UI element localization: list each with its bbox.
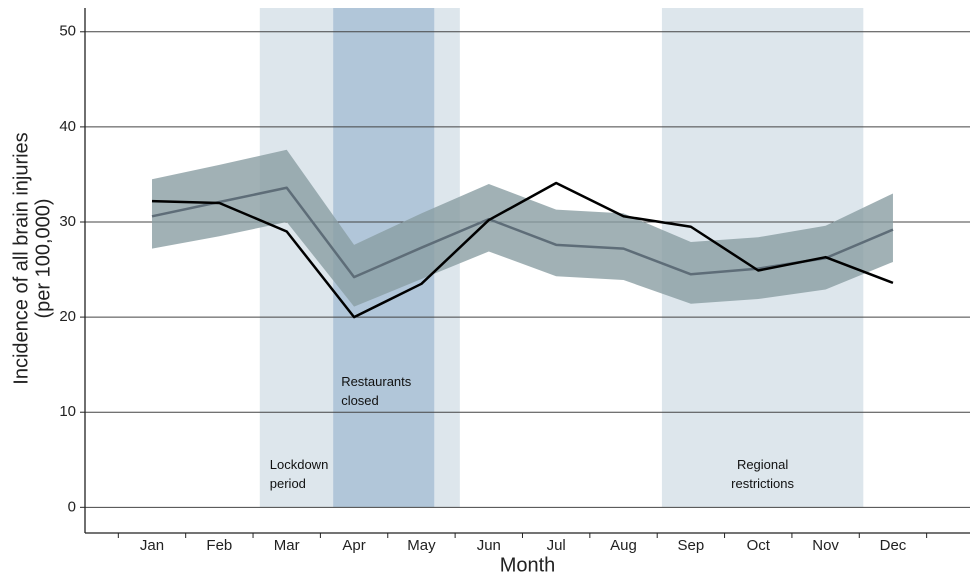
observed-line — [151, 181, 894, 319]
y-tick-label: 0 — [68, 498, 76, 515]
x-tick-label: Apr — [342, 537, 365, 554]
x-axis-title: Month — [500, 554, 556, 576]
y-axis-title: Incidence of all brain injuries — [10, 132, 32, 384]
y-axis-title: (per 100,000) — [32, 198, 54, 318]
x-tick-label: Jun — [477, 537, 501, 554]
period-label: Regional restrictions — [731, 457, 795, 491]
x-tick-label: Jan — [140, 537, 164, 554]
y-tick-label: 40 — [59, 118, 76, 135]
x-tick-label: May — [407, 537, 436, 554]
x-tick-label: Feb — [206, 537, 232, 554]
expected-line — [151, 186, 894, 279]
confidence-band — [152, 149, 893, 307]
x-tick-label: Jul — [547, 537, 566, 554]
y-tick-label: 30 — [59, 213, 76, 230]
x-tick-label: Aug — [610, 537, 637, 554]
y-tick-label: 50 — [59, 23, 76, 40]
x-tick-label: Oct — [747, 537, 771, 554]
x-tick-label: Mar — [274, 537, 300, 554]
x-tick-label: Sep — [678, 537, 705, 554]
x-tick-label: Nov — [812, 537, 839, 554]
y-tick-label: 10 — [59, 403, 76, 420]
period-label: Restaurants closed — [341, 374, 412, 408]
period-label: Lockdown period — [269, 457, 329, 491]
x-tick-label: Dec — [880, 537, 907, 554]
y-tick-label: 20 — [59, 308, 76, 325]
